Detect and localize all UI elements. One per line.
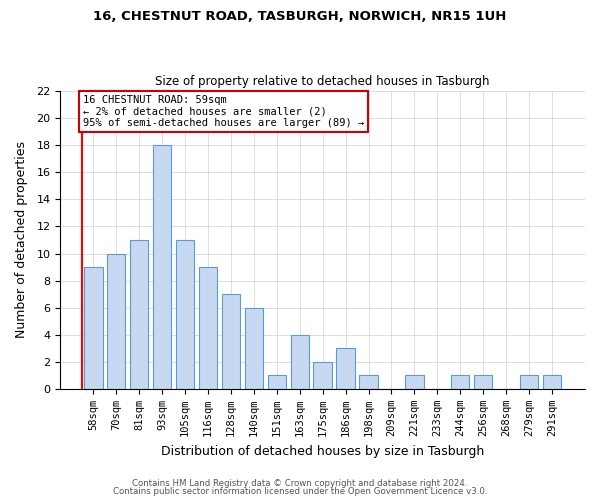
Text: 16 CHESTNUT ROAD: 59sqm
← 2% of detached houses are smaller (2)
95% of semi-deta: 16 CHESTNUT ROAD: 59sqm ← 2% of detached… <box>83 95 364 128</box>
Bar <box>199 267 217 389</box>
Bar <box>222 294 240 389</box>
Bar <box>268 376 286 389</box>
Bar <box>153 145 171 389</box>
Bar <box>337 348 355 389</box>
Bar <box>245 308 263 389</box>
Y-axis label: Number of detached properties: Number of detached properties <box>15 142 28 338</box>
Bar <box>313 362 332 389</box>
Bar <box>84 267 103 389</box>
Bar <box>176 240 194 389</box>
Text: Contains public sector information licensed under the Open Government Licence v3: Contains public sector information licen… <box>113 487 487 496</box>
Bar <box>543 376 561 389</box>
Bar <box>359 376 377 389</box>
Bar <box>107 254 125 389</box>
Bar <box>474 376 493 389</box>
Text: Contains HM Land Registry data © Crown copyright and database right 2024.: Contains HM Land Registry data © Crown c… <box>132 478 468 488</box>
Title: Size of property relative to detached houses in Tasburgh: Size of property relative to detached ho… <box>155 76 490 88</box>
Bar <box>290 335 309 389</box>
Text: 16, CHESTNUT ROAD, TASBURGH, NORWICH, NR15 1UH: 16, CHESTNUT ROAD, TASBURGH, NORWICH, NR… <box>94 10 506 23</box>
X-axis label: Distribution of detached houses by size in Tasburgh: Distribution of detached houses by size … <box>161 444 484 458</box>
Bar <box>405 376 424 389</box>
Bar <box>451 376 469 389</box>
Bar <box>130 240 148 389</box>
Bar <box>520 376 538 389</box>
